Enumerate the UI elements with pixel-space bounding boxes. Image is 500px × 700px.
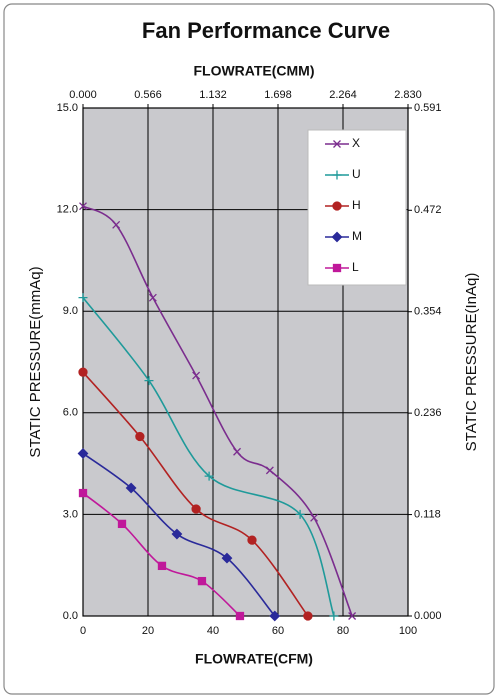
marker <box>192 371 201 380</box>
legend-label: U <box>352 167 361 181</box>
marker <box>310 513 319 522</box>
x2-tick-label: 1.698 <box>264 89 292 101</box>
marker <box>221 552 233 564</box>
y2-tick-label: 0.472 <box>414 204 442 216</box>
x-tick-label: 20 <box>142 625 154 637</box>
legend-marker <box>332 201 342 211</box>
legend-label: X <box>352 136 360 150</box>
x2-axis-title: FLOWRATE(CMM) <box>193 63 314 79</box>
x-tick-label: 100 <box>399 625 417 637</box>
y-axis-title: STATIC PRESSURE(mmAq) <box>27 266 44 457</box>
marker <box>125 482 137 494</box>
marker <box>233 447 242 456</box>
marker <box>144 376 154 386</box>
x-tick-label: 0 <box>80 625 86 637</box>
marker <box>78 488 88 498</box>
x2-tick-label: 2.830 <box>394 89 422 101</box>
marker <box>269 610 281 622</box>
chart-title: Fan Performance Curve <box>142 18 390 43</box>
x2-tick-label: 0.566 <box>134 89 162 101</box>
legend-label: M <box>352 229 362 243</box>
marker <box>204 471 214 481</box>
marker <box>265 466 274 475</box>
y2-tick-label: 0.354 <box>414 306 442 318</box>
y2-tick-label: 0.000 <box>414 610 442 622</box>
marker <box>303 611 313 621</box>
legend-label: H <box>352 198 361 212</box>
y-tick-label: 3.0 <box>63 508 78 520</box>
marker <box>191 504 201 514</box>
y-tick-label: 12.0 <box>57 204 78 216</box>
legend-marker <box>332 170 342 180</box>
y2-tick-label: 0.118 <box>414 508 441 520</box>
marker <box>77 448 89 459</box>
legend-marker <box>332 263 342 273</box>
x-axis-title: FLOWRATE(CFM) <box>195 651 313 667</box>
y-tick-label: 15.0 <box>57 102 78 114</box>
legend-marker <box>331 231 343 243</box>
x2-tick-label: 2.264 <box>329 89 357 101</box>
marker <box>295 509 305 519</box>
x-tick-label: 80 <box>337 625 349 637</box>
marker <box>135 431 145 442</box>
y2-tick-label: 0.591 <box>414 102 442 114</box>
marker <box>157 561 167 571</box>
y2-axis-title: STATIC PRESSURE(InAq) <box>463 273 480 452</box>
y-tick-label: 6.0 <box>63 407 78 419</box>
marker <box>197 576 207 586</box>
x2-tick-label: 0.000 <box>69 89 97 101</box>
legend-box <box>307 129 407 286</box>
y2-tick-label: 0.236 <box>414 407 442 419</box>
marker <box>247 535 257 545</box>
legend-marker <box>333 140 341 148</box>
marker <box>78 367 88 377</box>
x-tick-label: 40 <box>207 625 219 637</box>
marker <box>171 528 183 540</box>
marker <box>78 293 88 303</box>
x2-tick-label: 1.132 <box>199 89 227 101</box>
marker <box>148 293 157 302</box>
legend-label: L <box>352 260 359 274</box>
marker <box>329 611 339 621</box>
y-tick-label: 0.0 <box>63 610 78 622</box>
marker <box>235 611 245 621</box>
x-tick-label: 60 <box>272 625 284 637</box>
marker <box>79 202 87 211</box>
marker <box>117 519 127 529</box>
marker <box>348 612 357 620</box>
marker <box>112 220 121 229</box>
y-tick-label: 9.0 <box>63 305 78 317</box>
